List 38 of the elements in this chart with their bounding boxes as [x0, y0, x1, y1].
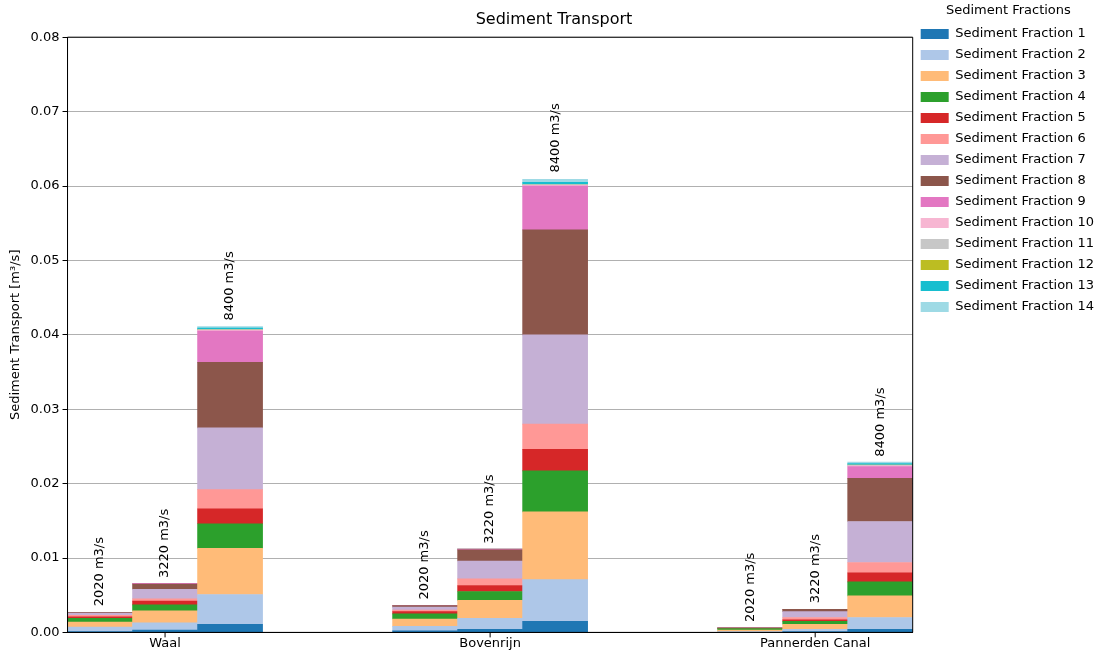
annotation: 8400 m3/s	[546, 103, 562, 173]
annotation: 3220 m3/s	[806, 533, 822, 604]
legend-label: Sediment Fraction 4	[955, 88, 1086, 104]
y-tick-label: 0.04	[30, 326, 60, 342]
legend-label: Sediment Fraction 9	[955, 193, 1086, 209]
legend-label: Sediment Fraction 12	[955, 256, 1094, 272]
legend-label: Sediment Fraction 2	[955, 46, 1086, 62]
annotation: 8400 m3/s	[871, 387, 887, 457]
legend-label: Sediment Fraction 10	[955, 214, 1094, 230]
x-tick-label: Waal	[149, 634, 181, 650]
y-tick-label: 0.05	[30, 251, 60, 267]
y-tick-label: 0.02	[30, 474, 60, 490]
legend-label: Sediment Fraction 13	[955, 277, 1094, 293]
y-axis-title: Sediment Transport [m³/s]	[7, 249, 23, 421]
legend-label: Sediment Fraction 1	[955, 25, 1086, 41]
annotation: 3220 m3/s	[481, 474, 497, 544]
y-tick-label: 0.03	[30, 400, 60, 416]
y-tick-label: 0.01	[30, 549, 60, 565]
y-tick-label: 0.06	[30, 177, 60, 193]
legend-label: Sediment Fraction 5	[955, 109, 1086, 125]
legend-label: Sediment Fraction 6	[955, 130, 1086, 146]
legend-label: Sediment Fraction 14	[955, 298, 1094, 314]
annotation: 2020 m3/s	[416, 530, 432, 600]
y-tick-label: 0.00	[30, 623, 60, 639]
legend-title: Sediment Fractions	[945, 1, 1072, 17]
legend-label: Sediment Fraction 11	[955, 235, 1094, 251]
annotation: 2020 m3/s	[91, 536, 107, 607]
annotation: 8400 m3/s	[221, 251, 237, 321]
chart-title: Sediment Transport	[475, 8, 633, 28]
legend-label: Sediment Fraction 8	[955, 172, 1086, 188]
y-tick-label: 0.07	[30, 102, 60, 118]
annotation: 3220 m3/s	[156, 508, 172, 579]
x-tick-label: Pannerden Canal	[760, 634, 871, 650]
annotation: 2020 m3/s	[741, 552, 757, 622]
y-tick-label: 0.08	[30, 28, 60, 44]
legend-label: Sediment Fraction 7	[955, 151, 1086, 167]
x-tick-label: Bovenrijn	[459, 634, 521, 650]
legend-label: Sediment Fraction 3	[955, 67, 1086, 83]
